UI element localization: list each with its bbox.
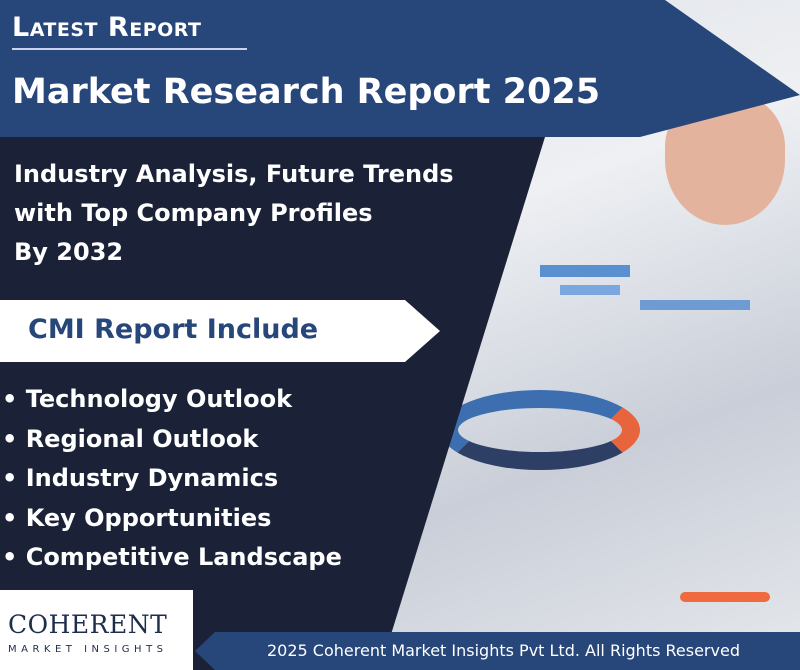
list-item: • Industry Dynamics	[2, 464, 279, 492]
bar-chart-image	[540, 265, 630, 277]
header-banner	[0, 0, 800, 137]
list-item: • Regional Outlook	[2, 424, 259, 453]
list-item: • Technology Outlook	[2, 385, 293, 413]
copyright-text: 2025 Coherent Market Insights Pvt Ltd. A…	[267, 641, 740, 660]
includes-list: • Technology Outlook • Regional Outlook …	[2, 380, 342, 578]
chart-accent-image	[680, 592, 770, 602]
company-logo: COHERENT MARKET INSIGHTS	[0, 590, 193, 670]
includes-heading: CMI Report Include	[28, 314, 319, 345]
list-item: • Competitive Landscape	[2, 543, 342, 571]
subtitle-line: with Top Company Profiles	[14, 199, 373, 227]
subtitle: Industry Analysis, Future Trends with To…	[14, 155, 454, 272]
page-title: Market Research Report 2025	[12, 72, 601, 112]
list-item: • Key Opportunities	[2, 503, 272, 532]
logo-tagline: MARKET INSIGHTS	[8, 644, 168, 655]
bar-chart-image	[640, 300, 750, 310]
footer-banner: 2025 Coherent Market Insights Pvt Ltd. A…	[195, 632, 800, 670]
includes-heading-banner: CMI Report Include	[0, 300, 440, 362]
label-underline	[12, 48, 247, 50]
donut-chart-image	[440, 390, 640, 470]
subtitle-line: Industry Analysis, Future Trends	[14, 160, 454, 188]
latest-report-label: Latest Report	[12, 12, 202, 43]
bar-chart-image	[560, 285, 620, 295]
subtitle-line: By 2032	[14, 238, 124, 266]
logo-name: COHERENT	[8, 610, 168, 639]
